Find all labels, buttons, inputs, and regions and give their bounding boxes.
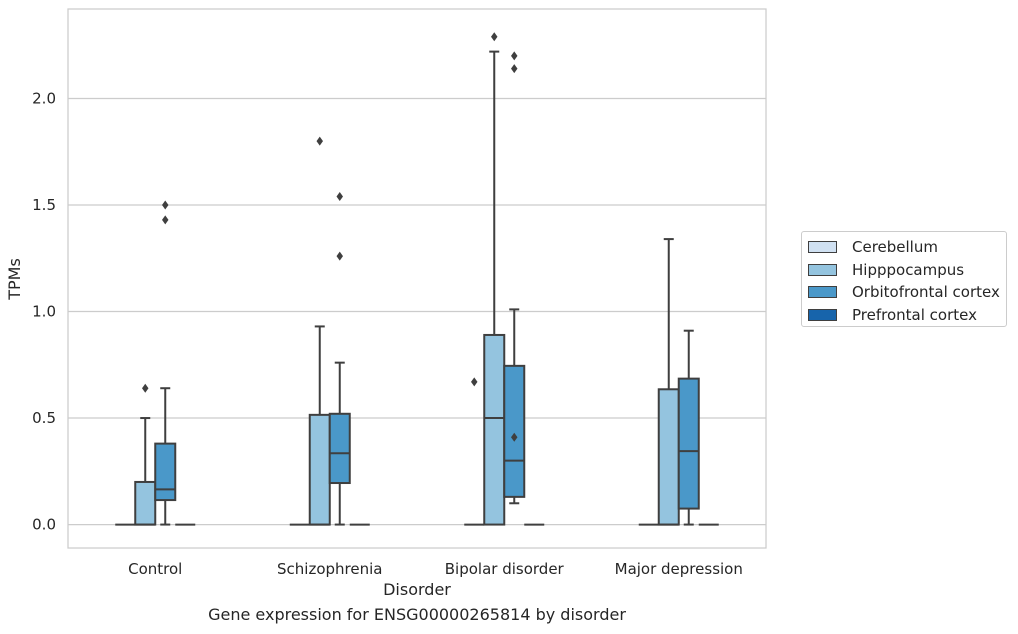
outlier-point bbox=[316, 136, 323, 146]
box-orbitofrontal-cortex bbox=[328, 191, 351, 526]
legend-swatch-cerebellum bbox=[808, 241, 837, 254]
outlier-point bbox=[471, 377, 478, 387]
x-tick-label: Control bbox=[128, 560, 182, 578]
box-hipppocampus bbox=[134, 383, 157, 526]
outlier-point bbox=[336, 251, 343, 261]
x-axis-label: Disorder bbox=[383, 580, 451, 599]
outlier-point bbox=[511, 64, 518, 74]
x-tick-label: Schizophrenia bbox=[277, 560, 382, 578]
y-axis-label: TPMs bbox=[5, 258, 24, 301]
legend-item-prefrontal-cortex: Prefrontal cortex bbox=[808, 304, 1000, 327]
y-tick-label: 2.0 bbox=[32, 89, 56, 107]
y-tick-label: 1.0 bbox=[32, 303, 56, 321]
legend-label-orbitofrontal-cortex: Orbitofrontal cortex bbox=[852, 283, 1000, 302]
chart-caption: Gene expression for ENSG00000265814 by d… bbox=[208, 605, 626, 624]
plot-frame bbox=[67, 8, 767, 549]
box-body bbox=[154, 442, 177, 502]
outlier-point bbox=[511, 432, 518, 442]
legend: Cerebellum Hipppocampus Orbitofrontal co… bbox=[801, 231, 1007, 327]
y-tick-label: 0.0 bbox=[32, 516, 56, 534]
outlier-point bbox=[142, 383, 149, 393]
x-tick-label: Bipolar disorder bbox=[445, 560, 565, 578]
box-body bbox=[134, 480, 157, 526]
box-body bbox=[677, 377, 700, 510]
box-cerebellum bbox=[464, 377, 485, 526]
legend-item-orbitofrontal-cortex: Orbitofrontal cortex bbox=[808, 281, 1000, 304]
box-orbitofrontal-cortex bbox=[677, 329, 700, 526]
box-orbitofrontal-cortex bbox=[154, 200, 177, 526]
legend-label-prefrontal-cortex: Prefrontal cortex bbox=[852, 305, 977, 324]
y-tick-label: 1.5 bbox=[32, 196, 56, 214]
legend-item-cerebellum: Cerebellum bbox=[808, 236, 1000, 259]
box-body bbox=[483, 333, 506, 526]
box-body bbox=[657, 388, 680, 526]
legend-item-hippocampus: Hipppocampus bbox=[808, 259, 1000, 282]
outlier-point bbox=[336, 191, 343, 201]
box-hipppocampus bbox=[308, 136, 331, 526]
box-orbitofrontal-cortex bbox=[503, 51, 526, 505]
box-hipppocampus bbox=[483, 32, 506, 526]
legend-label-cerebellum: Cerebellum bbox=[852, 238, 938, 257]
outlier-point bbox=[491, 32, 498, 42]
legend-label-hippocampus: Hipppocampus bbox=[852, 260, 965, 279]
y-tick-label: 0.5 bbox=[32, 409, 56, 427]
box-hipppocampus bbox=[657, 238, 680, 526]
outlier-point bbox=[162, 215, 169, 225]
legend-swatch-orbitofrontal-cortex bbox=[808, 286, 837, 299]
legend-swatch-hippocampus bbox=[808, 263, 837, 276]
legend-swatch-prefrontal-cortex bbox=[808, 308, 837, 321]
outlier-point bbox=[511, 51, 518, 61]
outlier-point bbox=[162, 200, 169, 210]
x-tick-label: Major depression bbox=[615, 560, 743, 578]
box-body bbox=[308, 413, 331, 526]
box-body bbox=[503, 364, 526, 498]
axis-ticks: 0.0 0.5 1.0 1.5 2.0 Control Schizophrenia Bipol… bbox=[32, 89, 743, 578]
box-body bbox=[328, 412, 351, 485]
box-plot-series bbox=[115, 32, 719, 526]
